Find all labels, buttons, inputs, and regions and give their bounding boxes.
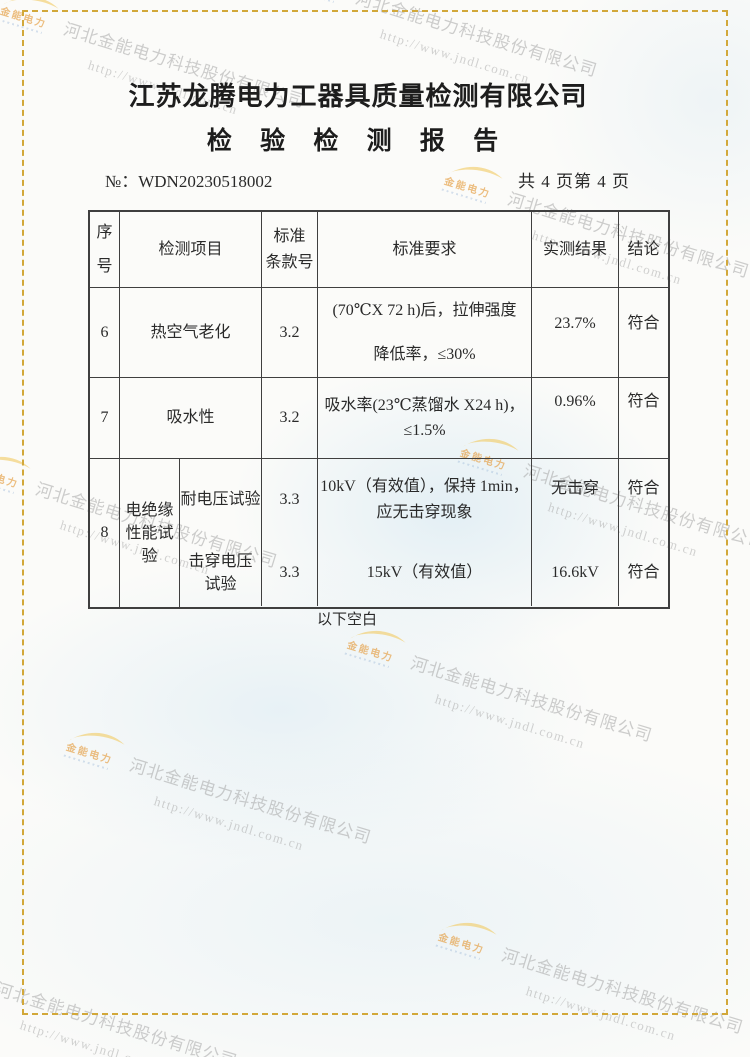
title-block: 江苏龙腾电力工器具质量检测有限公司 检 验 检 测 报 告 xyxy=(0,0,716,157)
jinneng-logo: 金能电力 xyxy=(435,912,501,963)
header-result: 实测结果 xyxy=(532,212,619,288)
row6-item: 热空气老化 xyxy=(120,288,262,378)
row6-no: 6 xyxy=(90,288,120,378)
jinneng-swoosh-icon xyxy=(447,166,503,179)
report-number-label: №： xyxy=(105,172,139,191)
header-clause: 标准 条款号 xyxy=(262,212,318,288)
row8-no: 8 xyxy=(90,459,120,607)
report-number-value: WDN20230518002 xyxy=(138,172,273,191)
watermark: 金能电力 河北金能电力科技股份有限公司 http://www.jndl.com.… xyxy=(428,912,750,1057)
header-requirement: 标准要求 xyxy=(318,212,532,288)
jinneng-swoosh-icon xyxy=(0,456,31,469)
watermark: 金能电力 河北金能电力科技股份有限公司 http://www.jndl.com.… xyxy=(434,156,750,306)
jinneng-logo: 金能电力 xyxy=(63,722,129,773)
table-row-6: 6 热空气老化 3.2 (70℃X 72 h)后，拉伸强度 降低率，≤30% 2… xyxy=(90,288,668,378)
header-item: 检测项目 xyxy=(120,212,262,288)
header-no: 序号 xyxy=(90,212,120,288)
watermark: 金能电力 河北金能电力科技股份有限公司 http://www.jndl.com.… xyxy=(0,446,284,596)
row6-requirement: (70℃X 72 h)后，拉伸强度 降低率，≤30% xyxy=(318,288,532,378)
jinneng-logo: 金能电力 xyxy=(0,446,35,497)
jinneng-swoosh-icon xyxy=(69,732,125,745)
report-title: 检 验 检 测 报 告 xyxy=(206,128,510,155)
table-header-row: 序号 检测项目 标准 条款号 标准要求 实测结果 结论 xyxy=(90,212,668,288)
page-dashed-border xyxy=(22,10,728,1015)
row7-no: 7 xyxy=(90,378,120,459)
jinneng-swoosh-icon xyxy=(441,922,497,935)
header-conclusion: 结论 xyxy=(619,212,668,288)
report-number: №：WDN20230518002 xyxy=(105,167,272,192)
row8-group-item: 电绝缘性能试验 xyxy=(120,459,180,607)
company-title: 江苏龙腾电力工器具质量检测有限公司 xyxy=(128,82,588,111)
jinneng-logo: 金能电力 xyxy=(441,156,507,207)
page-info: 共 4 页第 4 页 xyxy=(518,172,630,191)
watermark: 金能电力 河北金能电力科技股份有限公司 http://www.jndl.com.… xyxy=(56,722,378,872)
